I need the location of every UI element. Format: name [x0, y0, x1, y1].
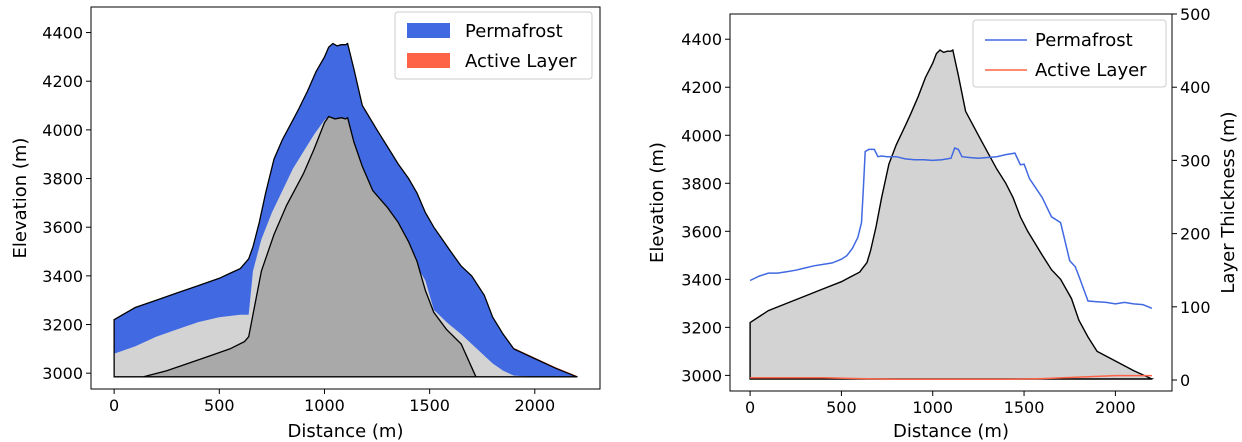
y2-axis-label: Layer Thickness (m): [1218, 111, 1239, 293]
legend-label-0: Permafrost: [465, 21, 563, 42]
y-tick-label: 3000: [681, 366, 722, 385]
y2-tick-label: 0: [1180, 371, 1190, 390]
series-line-permafrost: [749, 147, 1153, 309]
x-axis-label: Distance (m): [893, 421, 1009, 442]
legend-label-0: Permafrost: [1035, 30, 1133, 51]
bedrock-area: [143, 116, 476, 377]
y2-tick-label: 200: [1180, 225, 1211, 244]
x-tick-label: 500: [204, 396, 235, 415]
surface-outline: [749, 48, 1155, 380]
plot-frame: [90, 6, 601, 390]
y-tick-label: 3400: [42, 267, 83, 286]
y-tick-label: 4000: [42, 121, 83, 140]
y2-tick-label: 400: [1180, 78, 1211, 97]
x-tick-label: 0: [745, 398, 755, 417]
active-layer-area: [513, 347, 577, 377]
y-tick-label: 3600: [42, 218, 83, 237]
x-tick-label: 500: [826, 398, 857, 417]
y-tick-label: 3800: [42, 170, 83, 189]
x-tick-label: 1000: [912, 398, 953, 417]
y-tick-label: 4000: [681, 126, 722, 145]
y-tick-label: 3800: [681, 174, 722, 193]
y-axis-label: Elevation (m): [10, 138, 31, 259]
legend-swatch-0: [407, 23, 450, 38]
y-tick-label: 4200: [681, 78, 722, 97]
y-tick-label: 4400: [681, 30, 722, 49]
bedrock-outline: [143, 115, 477, 378]
elevation-profile-chart: 0 500 1000 1500 2000 3000 3200 3400 3600 3800 4000…: [10, 6, 601, 442]
plot-frame: [729, 13, 1173, 392]
legend: Permafrost Active Layer: [394, 11, 593, 80]
y-tick-label: 3000: [42, 364, 83, 383]
legend-label-1: Active Layer: [465, 51, 577, 72]
y-tick-label: 3200: [42, 316, 83, 335]
legend-label-1: Active Layer: [1035, 60, 1147, 81]
x-tick-label: 0: [109, 396, 119, 415]
x-tick-label: 1000: [304, 396, 345, 415]
ground-area: [750, 50, 1152, 379]
y-tick-label: 4200: [42, 72, 83, 91]
y-tick-label: 4400: [42, 24, 83, 43]
legend: Permafrost Active Layer: [972, 19, 1167, 88]
y-tick-label: 3200: [681, 318, 722, 337]
layer-thickness-chart: 0 500 1000 1500 2000300032003400360038004000…: [647, 5, 1239, 442]
y-tick-label: 3600: [681, 222, 722, 241]
y2-tick-label: 100: [1180, 298, 1211, 317]
x-axis-label: Distance (m): [287, 421, 403, 442]
series-line-active-layer: [750, 374, 1152, 381]
legend-swatch-1: [407, 53, 450, 68]
y2-tick-label: 300: [1180, 151, 1211, 170]
permafrost-area: [114, 43, 577, 377]
y-axis-label: Elevation (m): [647, 142, 668, 263]
x-tick-label: 1500: [1004, 398, 1045, 417]
x-tick-label: 2000: [514, 396, 555, 415]
x-tick-label: 2000: [1095, 398, 1136, 417]
surface-outline: [113, 42, 579, 378]
y-tick-label: 3400: [681, 270, 722, 289]
y2-tick-label: 500: [1180, 5, 1211, 24]
x-tick-label: 1500: [409, 396, 450, 415]
